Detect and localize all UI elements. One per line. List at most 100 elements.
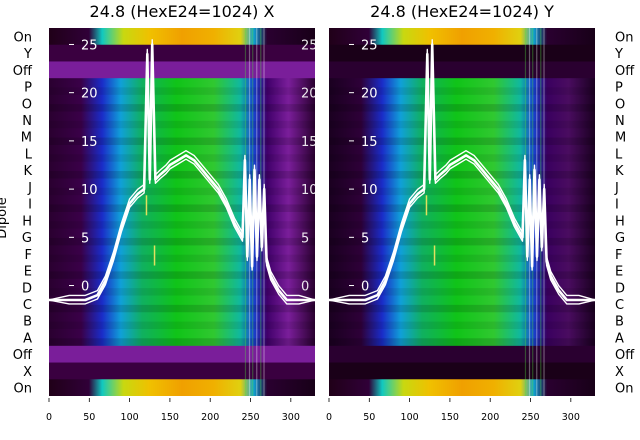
row-label-1: Y bbox=[614, 47, 623, 62]
row-label-20: X bbox=[615, 365, 624, 380]
overlay-tick-label-1: 20 bbox=[81, 87, 98, 102]
x-tick-label-5: 250 bbox=[521, 412, 539, 423]
row-label-13: F bbox=[25, 248, 32, 263]
row-label-14: E bbox=[615, 265, 623, 280]
x-tick-label-0: 0 bbox=[326, 412, 332, 423]
heatmap-row-15 bbox=[329, 278, 595, 297]
heatmap-row-19 bbox=[329, 345, 595, 364]
marker-1 bbox=[153, 245, 156, 266]
row-label-2: Off bbox=[13, 64, 33, 79]
overlay-tick-label-0: 25 bbox=[361, 38, 378, 53]
heatmap-row-14 bbox=[329, 262, 595, 280]
heatmap-row-6 bbox=[329, 128, 595, 146]
heatmap-row-shade-5 bbox=[329, 120, 595, 129]
row-label-12: G bbox=[615, 231, 625, 246]
overlay-tick-label-0: 25 bbox=[81, 38, 98, 53]
heatmap-row-shade-14 bbox=[49, 271, 315, 279]
heatmap-row-shade-16 bbox=[329, 304, 595, 313]
overlay-tick-label-3: 10 bbox=[361, 183, 378, 198]
overlay-tick-label-2: 15 bbox=[361, 135, 378, 150]
row-label-3: P bbox=[24, 81, 32, 96]
heatmap-row-shade-12 bbox=[329, 237, 595, 246]
heatmap-row-shade-13 bbox=[329, 254, 595, 263]
row-label-16: C bbox=[23, 298, 32, 313]
row-label-9: J bbox=[27, 181, 32, 196]
heatmap-row-15 bbox=[49, 278, 315, 297]
overlay-tick-label-5: 0 bbox=[361, 280, 369, 295]
heatmap-row-shade-13 bbox=[49, 254, 315, 263]
row-label-21: On bbox=[615, 382, 633, 397]
row-label-17: B bbox=[615, 315, 624, 330]
row-label-3: P bbox=[615, 81, 623, 96]
row-label-6: M bbox=[21, 131, 32, 146]
heatmap-row-shade-3 bbox=[329, 87, 595, 95]
heatmap-row-0 bbox=[329, 28, 595, 46]
heatmap-row-2 bbox=[49, 61, 315, 79]
heatmap-row-8 bbox=[49, 161, 315, 180]
chart-title: 24.8 (HexE24=1024) Y bbox=[370, 2, 554, 21]
overlay-tick-label-dup-3: 10 bbox=[301, 183, 318, 198]
heatmap-row-shade-9 bbox=[49, 187, 315, 196]
heatmap-row-shade-12 bbox=[49, 237, 315, 246]
heatmap-row-4 bbox=[329, 94, 595, 113]
overlay-tick-label-dup-2: 15 bbox=[301, 135, 318, 150]
row-label-10: I bbox=[615, 198, 619, 213]
y-axis-label: Dipole bbox=[0, 197, 10, 238]
row-label-0: On bbox=[14, 30, 32, 45]
row-label-4: O bbox=[22, 97, 32, 112]
heatmap-row-21 bbox=[49, 379, 315, 396]
heatmap-row-shade-6 bbox=[49, 137, 315, 146]
heatmap-row-shade-5 bbox=[49, 120, 315, 129]
heatmap-row-21 bbox=[329, 379, 595, 396]
x-tick-label-5: 250 bbox=[241, 412, 259, 423]
row-label-7: L bbox=[25, 147, 33, 162]
heatmap-row-shade-11 bbox=[49, 221, 315, 229]
heatmap-row-shade-14 bbox=[329, 271, 595, 279]
heatmap-row-0 bbox=[49, 28, 315, 46]
row-label-16: C bbox=[615, 298, 624, 313]
row-label-6: M bbox=[615, 131, 626, 146]
row-label-12: G bbox=[22, 231, 32, 246]
row-label-9: J bbox=[614, 181, 619, 196]
row-label-20: X bbox=[23, 365, 32, 380]
x-tick-label-0: 0 bbox=[46, 412, 52, 423]
heatmap-row-shade-17 bbox=[329, 321, 595, 330]
row-label-11: H bbox=[615, 214, 625, 229]
overlay-tick-label-2: 15 bbox=[81, 135, 98, 150]
heatmap-row-shade-4 bbox=[329, 104, 595, 112]
heatmap-row-17 bbox=[329, 312, 595, 330]
overlay-line-2 bbox=[49, 47, 315, 305]
row-label-19: Off bbox=[13, 348, 33, 363]
row-label-18: A bbox=[615, 331, 624, 346]
row-label-17: B bbox=[23, 315, 32, 330]
heatmap-row-3 bbox=[49, 78, 315, 96]
x-tick-label-4: 200 bbox=[481, 412, 499, 423]
row-label-5: N bbox=[615, 114, 625, 129]
heatmap-row-5 bbox=[329, 111, 595, 129]
heatmap-row-8 bbox=[329, 161, 595, 180]
heatmap-row-shade-10 bbox=[49, 204, 315, 212]
heatmap-row-4 bbox=[49, 94, 315, 113]
overlay-tick-label-4: 5 bbox=[361, 231, 369, 246]
row-label-1: Y bbox=[23, 47, 32, 62]
heatmap-row-shade-6 bbox=[329, 137, 595, 146]
row-label-13: F bbox=[615, 248, 622, 263]
heatmap-row-16 bbox=[49, 295, 315, 313]
heatmap-row-20 bbox=[329, 362, 595, 380]
chart-title: 24.8 (HexE24=1024) X bbox=[90, 2, 275, 21]
overlay-tick-label-3: 10 bbox=[81, 183, 98, 198]
heatmap-row-shade-8 bbox=[329, 171, 595, 179]
row-label-14: E bbox=[24, 265, 32, 280]
x-tick-label-6: 300 bbox=[282, 412, 300, 423]
heatmap-row-shade-18 bbox=[49, 338, 315, 346]
heatmap-row-shade-18 bbox=[329, 338, 595, 346]
heatmap-row-3 bbox=[329, 78, 595, 96]
overlay-tick-label-1: 20 bbox=[361, 87, 378, 102]
heatmap-row-shade-10 bbox=[329, 204, 595, 212]
heatmap-row-1 bbox=[49, 44, 315, 63]
overlay-line-2 bbox=[329, 47, 595, 305]
row-label-11: H bbox=[22, 214, 32, 229]
marker-0 bbox=[425, 195, 428, 216]
